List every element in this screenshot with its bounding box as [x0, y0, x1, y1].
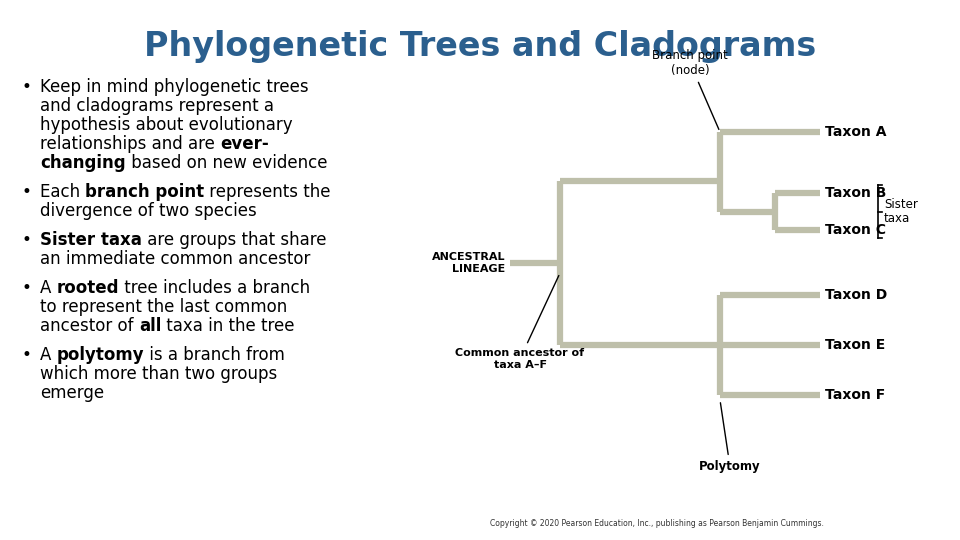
Text: Taxon B: Taxon B [825, 186, 886, 200]
Text: rooted: rooted [57, 279, 119, 297]
Text: Taxon A: Taxon A [825, 125, 886, 139]
Text: •: • [22, 231, 32, 249]
Text: which more than two groups: which more than two groups [40, 365, 277, 383]
Text: are groups that share: are groups that share [142, 231, 326, 249]
Text: •: • [22, 183, 32, 201]
Text: •: • [22, 78, 32, 96]
Text: ancestor of: ancestor of [40, 317, 139, 335]
Text: tree includes a branch: tree includes a branch [119, 279, 310, 297]
Text: A: A [40, 279, 57, 297]
Text: Each: Each [40, 183, 85, 201]
Text: •: • [22, 346, 32, 364]
Text: branch point: branch point [85, 183, 204, 201]
Text: and cladograms represent a: and cladograms represent a [40, 97, 274, 115]
Text: ever-: ever- [220, 135, 269, 153]
Text: ANCESTRAL
LINEAGE: ANCESTRAL LINEAGE [431, 252, 505, 274]
Text: Branch point
(node): Branch point (node) [652, 49, 728, 130]
Text: Keep in mind phylogenetic trees: Keep in mind phylogenetic trees [40, 78, 308, 96]
Text: Common ancestor of
taxa A–F: Common ancestor of taxa A–F [455, 275, 585, 369]
Text: is a branch from: is a branch from [144, 346, 285, 364]
Text: A: A [40, 346, 57, 364]
Text: polytomy: polytomy [57, 346, 144, 364]
Text: changing: changing [40, 154, 126, 172]
Text: relationships and are: relationships and are [40, 135, 220, 153]
Text: taxa in the tree: taxa in the tree [161, 317, 295, 335]
Text: to represent the last common: to represent the last common [40, 298, 287, 316]
Text: Sister taxa: Sister taxa [40, 231, 142, 249]
Text: Sister
taxa: Sister taxa [884, 198, 918, 226]
Text: Polytomy: Polytomy [699, 403, 761, 473]
Text: represents the: represents the [204, 183, 331, 201]
Text: Taxon F: Taxon F [825, 388, 885, 402]
Text: Taxon C: Taxon C [825, 223, 886, 237]
Text: •: • [22, 279, 32, 297]
Text: emerge: emerge [40, 384, 104, 402]
Text: Taxon E: Taxon E [825, 338, 885, 352]
Text: Phylogenetic Trees anḋ Cladograms: Phylogenetic Trees anḋ Cladograms [144, 30, 816, 63]
Text: divergence of two species: divergence of two species [40, 202, 256, 220]
Text: all: all [139, 317, 161, 335]
Text: an immediate common ancestor: an immediate common ancestor [40, 250, 310, 268]
Text: Copyright © 2020 Pearson Education, Inc., publishing as Pearson Benjamin Cumming: Copyright © 2020 Pearson Education, Inc.… [490, 519, 824, 528]
Text: hypothesis about evolutionary: hypothesis about evolutionary [40, 116, 293, 134]
Text: Taxon D: Taxon D [825, 288, 887, 302]
Text: based on new evidence: based on new evidence [126, 154, 327, 172]
